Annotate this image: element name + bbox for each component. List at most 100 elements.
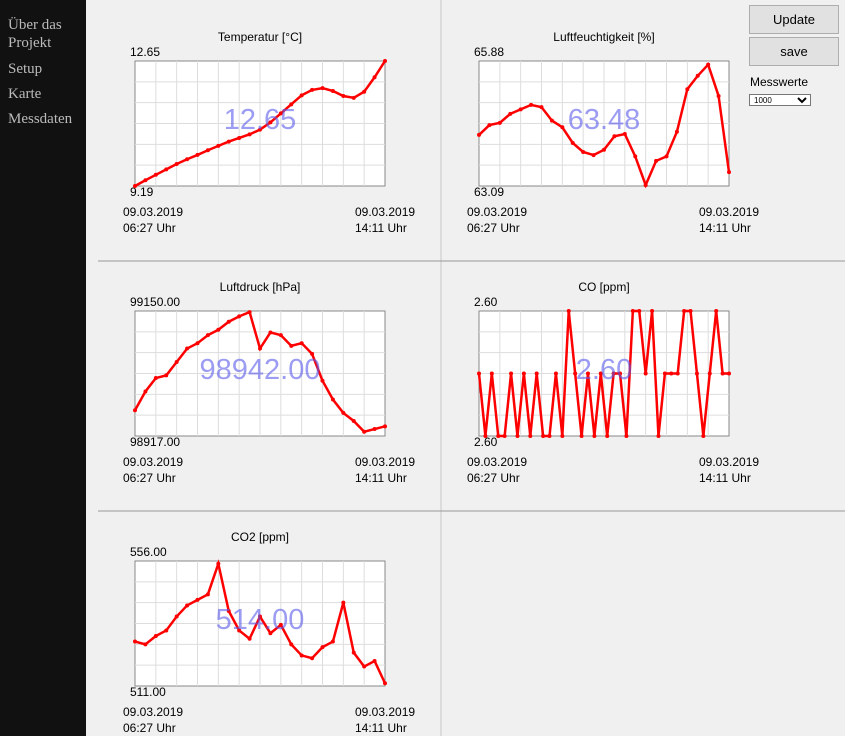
data-point [618,371,623,376]
data-point [630,309,635,313]
y-tick-label: 511.00 [130,685,166,699]
data-point [174,614,179,619]
data-point [299,93,304,98]
data-point [226,319,231,324]
data-point [320,378,325,383]
data-point [605,434,610,438]
date-start: 09.03.2019 [123,705,183,719]
data-point [528,434,533,438]
data-point [143,642,148,647]
data-point [362,664,367,669]
update-button[interactable]: Update [749,5,839,34]
time-start: 06:27 Uhr [123,221,176,235]
time-start: 06:27 Uhr [123,721,176,735]
data-point [143,389,148,394]
data-point [664,154,669,159]
time-end: 14:11 Uhr [699,471,751,485]
data-point [570,140,575,145]
y-tick-label: 98917.00 [130,435,180,449]
data-point [560,434,565,438]
data-point [706,62,711,67]
data-point [289,343,294,348]
data-point [185,346,190,351]
data-point [341,410,346,415]
data-point [289,102,294,107]
data-point [164,373,169,378]
data-point [643,371,648,376]
data-point [351,650,356,655]
data-point [153,634,158,638]
data-point [133,408,137,413]
data-point [643,183,648,188]
time-end: 14:11 Uhr [355,221,407,235]
data-point [509,371,514,376]
data-point [351,95,356,100]
chart-title: Luftdruck [hPa] [220,280,301,294]
data-point [133,639,137,644]
data-point [518,107,523,112]
data-point [153,376,158,381]
data-point [539,105,544,110]
data-point [553,371,558,376]
data-point [662,371,667,376]
data-point [707,371,712,376]
time-start: 06:27 Uhr [467,471,520,485]
data-point [714,309,719,313]
data-point [383,681,387,686]
data-point [226,139,231,144]
data-point [727,170,731,175]
data-point [299,341,304,346]
data-point [547,434,552,438]
nav-link[interactable]: Setup [8,61,43,77]
data-point [143,178,148,183]
data-point [633,154,638,159]
data-point [521,371,526,376]
data-point [362,89,367,94]
time-end: 14:11 Uhr [355,471,407,485]
current-value: 514.00 [216,604,305,636]
time-end: 14:11 Uhr [699,221,751,235]
data-point [579,434,584,438]
current-value: 98942.00 [200,354,321,386]
current-value: 63.48 [568,104,641,136]
data-point [164,628,169,633]
data-point [489,371,494,376]
save-button[interactable]: save [749,37,839,66]
data-point [258,127,262,132]
data-point [320,645,325,650]
data-point [258,614,262,619]
data-point [362,429,367,434]
data-point [174,161,179,166]
y-tick-label: 63.09 [474,185,504,199]
data-point [205,333,210,338]
data-point [268,631,273,636]
data-point [541,434,546,438]
date-end: 09.03.2019 [355,705,415,719]
data-point [549,118,554,123]
data-point [502,434,507,438]
data-point [237,135,242,140]
data-point [675,371,680,376]
data-point [592,434,597,438]
data-point [195,597,200,602]
data-point [341,94,346,99]
data-point [611,371,616,376]
messwerte-select[interactable]: 1000 [749,94,811,106]
data-point [278,111,283,116]
nav-link[interactable]: Karte [8,86,42,102]
data-point [174,359,179,364]
data-point [153,172,158,177]
data-point [694,371,699,376]
nav-link[interactable]: Messdaten [8,111,73,127]
current-value: 12.65 [224,104,297,136]
data-point [487,123,492,128]
data-point [205,592,210,597]
data-point [573,371,578,376]
data-point [477,132,481,137]
data-point [205,148,210,153]
data-point [515,434,520,438]
date-start: 09.03.2019 [467,455,527,469]
nav-link[interactable]: Über das Projekt [8,17,62,51]
